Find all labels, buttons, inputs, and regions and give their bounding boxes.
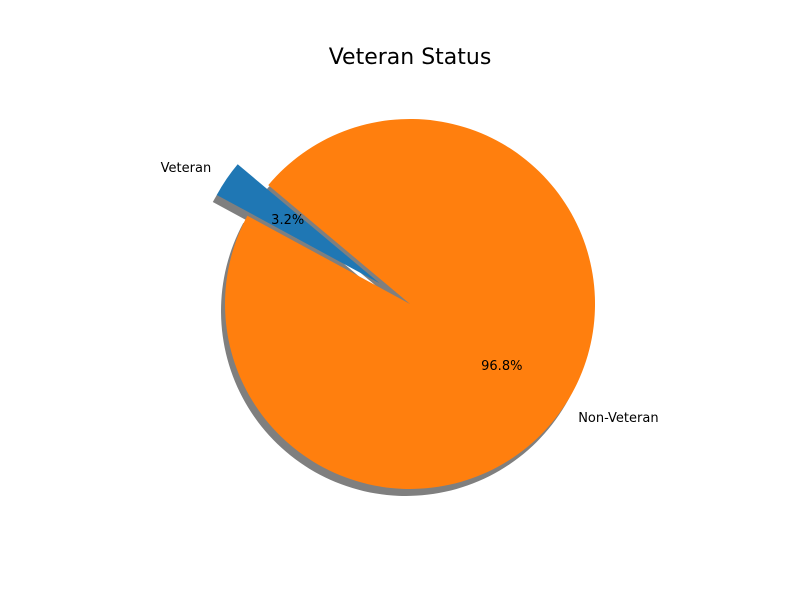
slice-label-veteran: Veteran [161,161,212,176]
percent-label-non-veteran: 96.8% [481,359,522,374]
pie-slice-veteran [216,164,380,284]
pie-label-layer: 3.2% Veteran 96.8% Non-Veteran [161,161,659,426]
slice-label-non-veteran: Non-Veteran [578,411,658,426]
chart-title: Veteran Status [329,45,492,70]
pie-slice-non-veteran [225,118,596,489]
percent-label-veteran: 3.2% [271,213,304,228]
pie-slice-layer [216,118,596,489]
